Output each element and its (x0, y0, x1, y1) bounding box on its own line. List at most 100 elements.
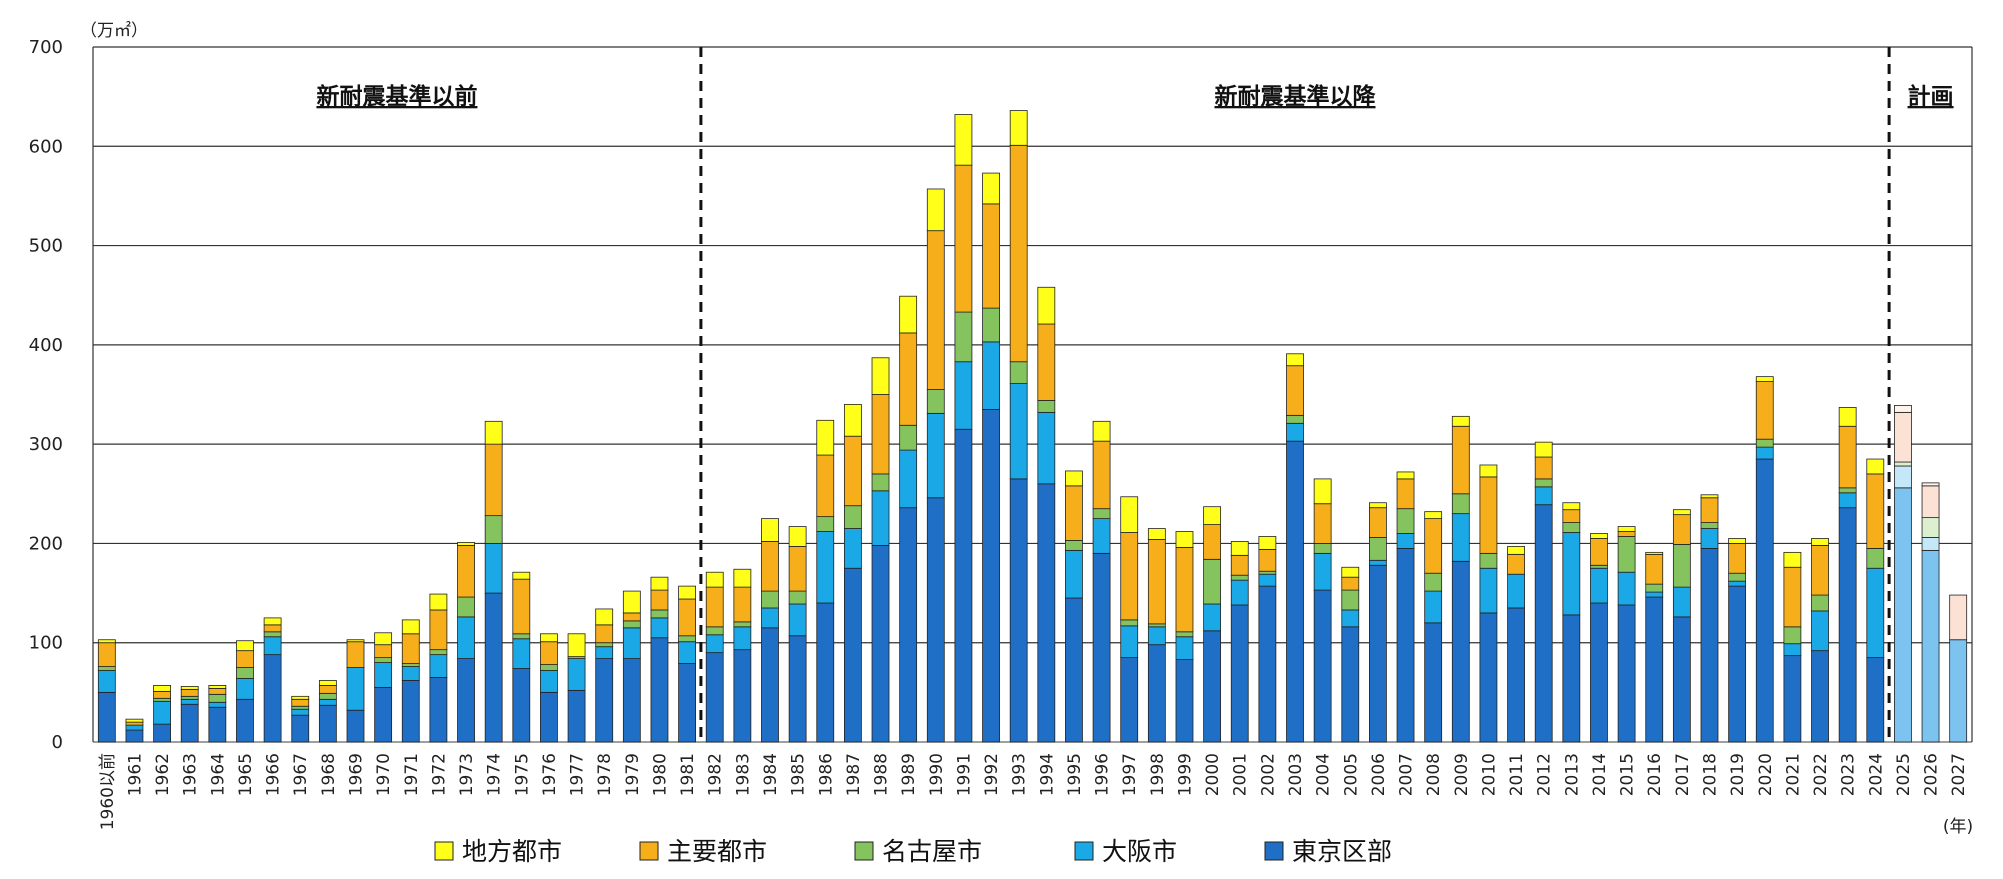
bar-segment (1479, 464, 1498, 478)
bar-segment (1479, 612, 1498, 743)
x-tick-label: 1966 (264, 753, 284, 796)
x-tick-label: 1971 (402, 753, 422, 796)
bar-segment (595, 658, 614, 743)
bar-segment (926, 188, 945, 232)
bar-segment (374, 632, 393, 646)
x-tick-label: 2011 (1507, 753, 1527, 796)
bar-segment (871, 357, 890, 395)
bar-segment (263, 636, 282, 656)
bar-segment (1175, 659, 1194, 743)
bar-segment (318, 704, 337, 743)
bar-segment (1092, 440, 1111, 510)
bar-segment (1728, 580, 1747, 587)
bar-segment (705, 626, 724, 636)
bar-segment (512, 668, 531, 743)
bar-segment (1534, 504, 1553, 743)
bar-segment (761, 627, 779, 743)
x-tick-label: 2026 (1922, 753, 1942, 796)
bar-segment (540, 664, 558, 671)
bar-segment (457, 542, 475, 546)
y-tick-label: 100 (29, 633, 63, 654)
bar-segment (1037, 400, 1056, 413)
bar-segment (1866, 458, 1885, 475)
x-tick-label: 1969 (347, 753, 367, 796)
x-tick-label: 2007 (1397, 753, 1417, 796)
bar-segment (429, 677, 448, 743)
bar-segment (1424, 590, 1443, 624)
bar-segment (1092, 508, 1111, 520)
bar-segment (871, 545, 890, 743)
bar-segment (1617, 604, 1636, 743)
bar-segment (1286, 422, 1304, 442)
y-tick-label: 0 (52, 732, 63, 753)
bar-segment (1341, 566, 1360, 578)
bar-segment (705, 652, 724, 743)
bar-segment (484, 515, 503, 544)
bar-segment (1065, 540, 1083, 551)
bar-segment (1424, 572, 1443, 592)
bar-segment (678, 663, 696, 743)
section-dividers (699, 47, 1891, 742)
bar-segment (1230, 604, 1249, 743)
bar-segment (180, 695, 199, 700)
bar-segment (1534, 441, 1553, 458)
legend-swatch (1264, 841, 1284, 861)
bar-segment (1396, 533, 1415, 549)
x-tick-label: 1996 (1093, 753, 1113, 796)
bar-segment (318, 698, 337, 706)
bar-segment (1203, 603, 1222, 632)
bar-segment (153, 690, 171, 699)
x-tick-label: 2009 (1452, 753, 1472, 796)
bar-segment (926, 412, 945, 499)
x-tick-label: 2006 (1369, 753, 1389, 796)
bar-segment (512, 638, 531, 669)
bar-segment (1534, 478, 1553, 488)
bar-segment (567, 689, 586, 743)
bar-segment (1230, 574, 1249, 581)
x-tick-label: 2005 (1341, 753, 1361, 796)
bar-segment (1369, 507, 1387, 538)
x-tick-label: 2001 (1231, 753, 1251, 796)
bar-segment (1424, 518, 1443, 574)
legend-label: 大阪市 (1102, 837, 1177, 866)
x-tick-label: 2002 (1258, 753, 1278, 796)
bar-segment (1479, 567, 1498, 614)
bar-segment (1700, 522, 1719, 529)
bar-segment (346, 639, 365, 643)
x-tick-label: 2022 (1811, 753, 1831, 796)
bar-segment (208, 687, 227, 695)
x-tick-label: 1983 (733, 753, 753, 796)
bar-segment (1783, 551, 1802, 568)
bar-segment (484, 592, 503, 743)
bar-segment (512, 578, 531, 635)
bar-segment (622, 612, 641, 622)
bar-segment (180, 686, 199, 690)
bar-segment (1949, 594, 1968, 641)
bar-segment (208, 706, 227, 743)
x-tick-label: 2023 (1839, 753, 1859, 796)
bar-segment (429, 649, 448, 656)
bar-segment (1092, 518, 1111, 554)
bar-segment (1313, 503, 1332, 544)
bar-segment (1590, 602, 1608, 743)
bar-segment (374, 644, 393, 659)
bar-segment (567, 633, 586, 658)
x-tick-label: 1999 (1175, 753, 1195, 796)
bar-segment (1230, 579, 1249, 606)
bar-segment (650, 589, 669, 611)
bar-segment (622, 590, 641, 614)
bar-segment (1755, 446, 1774, 460)
bar-segment (1313, 478, 1332, 505)
legend-swatch (434, 841, 454, 861)
bar-segment (622, 627, 641, 659)
x-tick-label: 1988 (872, 753, 892, 796)
bar-segment (97, 639, 116, 644)
bar-segment (291, 698, 310, 707)
bar-segment (1009, 144, 1028, 363)
bar-segment (816, 602, 835, 743)
bar-segment (1728, 572, 1747, 582)
bar-segment (899, 449, 918, 509)
legend: 地方都市 主要都市 名古屋市 大阪市 東京区部 (434, 837, 1392, 866)
bar-segment (650, 609, 669, 619)
x-tick-label: 2000 (1203, 753, 1223, 796)
